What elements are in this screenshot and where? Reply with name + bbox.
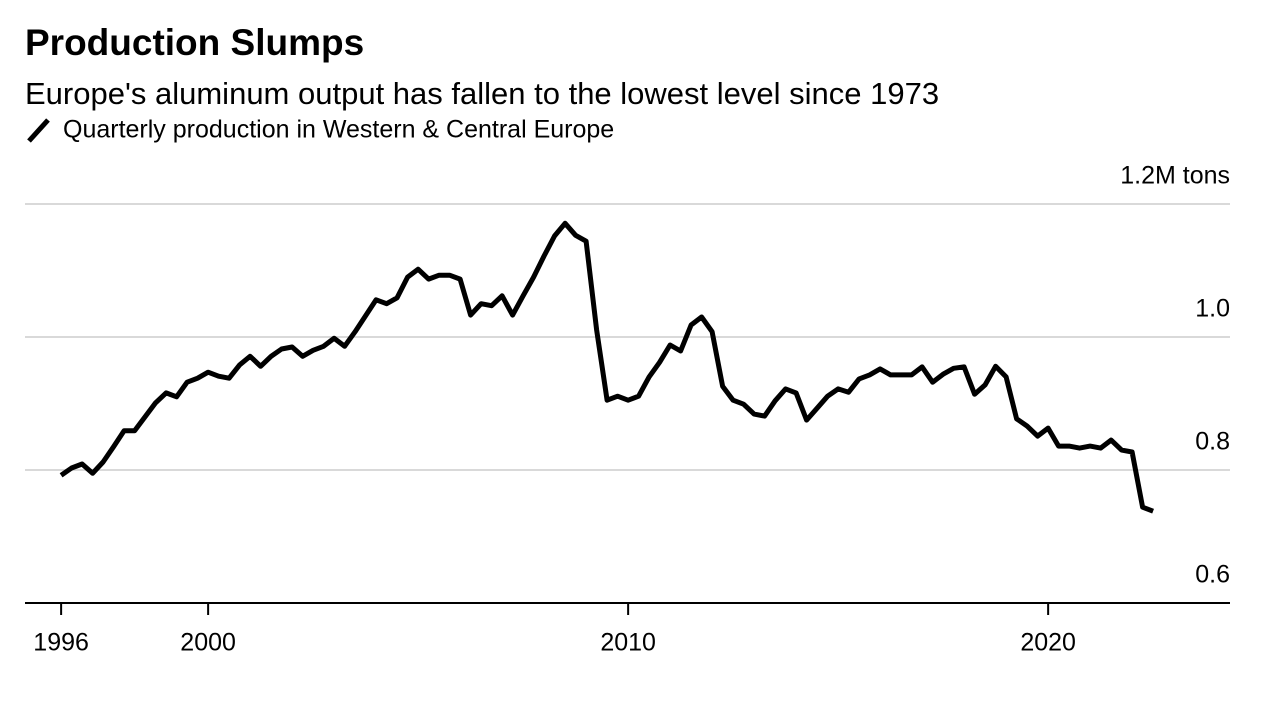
chart-title: Production Slumps [25,22,364,63]
x-tick-label: 1996 [33,629,89,657]
legend-icon [27,118,50,143]
x-tick-label: 2020 [1020,629,1076,657]
y-tick-label: 1.0 [1195,295,1230,323]
y-tick-label: 0.6 [1195,561,1230,589]
x-tick-label: 2010 [600,629,656,657]
chart-subtitle: Europe's aluminum output has fallen to t… [25,76,939,111]
y-tick-label: 1.2M tons [1120,162,1230,190]
legend-label: Quarterly production in Western & Centra… [63,116,614,144]
x-tick-label: 2000 [180,629,236,657]
y-tick-label: 0.8 [1195,428,1230,456]
data-line [59,220,1154,514]
